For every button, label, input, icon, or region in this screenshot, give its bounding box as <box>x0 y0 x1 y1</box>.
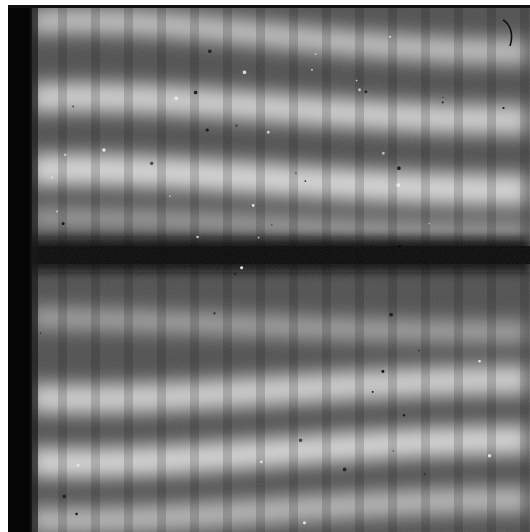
dust-speck <box>196 235 199 239</box>
dust-speck <box>423 473 426 476</box>
dust-speck <box>487 454 492 458</box>
dust-speck <box>233 273 237 276</box>
dust-speck <box>355 79 358 82</box>
dust-speck <box>396 183 401 187</box>
dust-speck <box>50 176 53 179</box>
dust-speck <box>389 312 393 317</box>
dust-speck <box>240 266 244 270</box>
dust-speck <box>442 96 444 99</box>
dust-specks <box>39 35 505 525</box>
left-edge-falloff <box>30 5 38 532</box>
dust-speck <box>169 195 171 197</box>
sensor-grain <box>8 5 530 532</box>
dust-speck <box>371 390 374 393</box>
dust-speck <box>56 210 58 213</box>
dust-speck <box>304 180 307 182</box>
dust-speck <box>271 224 273 226</box>
dust-speck <box>295 172 297 174</box>
dust-speck <box>402 414 406 417</box>
top-rim <box>8 5 530 8</box>
dust-speck <box>62 494 67 499</box>
left-dark-edge <box>8 5 32 532</box>
dust-speck <box>72 105 75 108</box>
dust-speck <box>441 101 444 104</box>
dust-speck <box>342 467 347 472</box>
dust-speck <box>150 161 154 166</box>
dust-speck <box>213 312 216 315</box>
dust-speck <box>397 166 401 170</box>
dust-speck <box>381 151 385 155</box>
dust-speck <box>302 521 306 525</box>
dust-speck <box>392 450 394 452</box>
dust-speck <box>76 463 80 467</box>
dust-speck <box>174 96 179 101</box>
dust-speck <box>208 49 212 54</box>
dust-speck <box>478 360 481 363</box>
dust-speck <box>63 153 67 157</box>
dust-speck <box>61 222 65 226</box>
dust-speck <box>257 236 260 239</box>
dust-speck <box>266 130 270 134</box>
dust-speck <box>381 369 385 373</box>
dust-speck <box>502 106 505 110</box>
dust-speck <box>235 124 238 127</box>
dust-speck <box>205 128 209 132</box>
dust-speck <box>298 438 303 442</box>
dust-speck <box>428 222 431 225</box>
dust-speck <box>102 148 106 152</box>
dust-speck <box>358 88 361 92</box>
dust-speck <box>389 35 392 38</box>
dust-speck <box>39 332 42 334</box>
dust-speck <box>75 512 78 516</box>
dust-speck <box>398 244 402 248</box>
dust-speck <box>418 349 420 352</box>
dust-speck <box>259 460 263 464</box>
dust-speck <box>314 53 317 55</box>
dust-speck <box>242 70 247 75</box>
dust-speck <box>311 68 313 71</box>
dust-speck <box>251 204 255 207</box>
dust-speck <box>364 90 368 94</box>
scratch-mark <box>502 19 513 47</box>
dust-speck <box>193 90 198 95</box>
